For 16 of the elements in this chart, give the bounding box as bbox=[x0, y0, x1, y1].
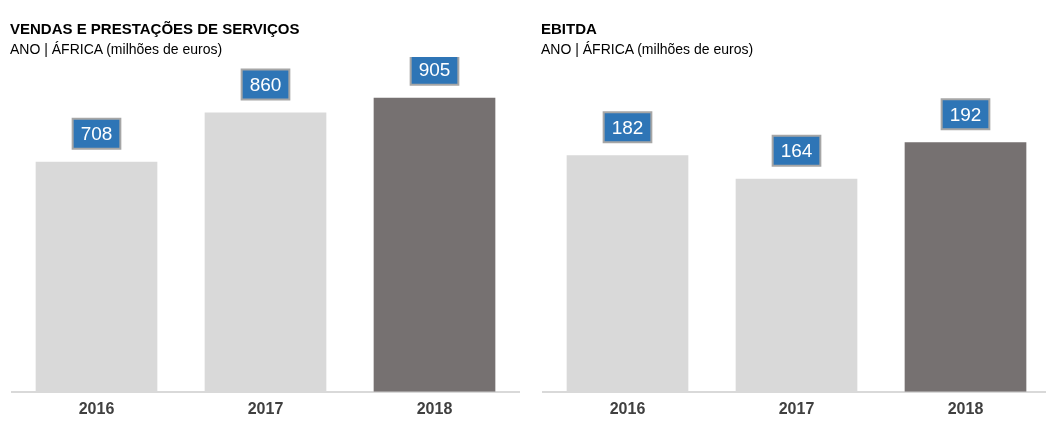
chart-subtitle: ANO | ÁFRICA (milhões de euros) bbox=[10, 41, 224, 57]
x-tick-label: 2017 bbox=[247, 399, 284, 417]
data-label: 708 bbox=[80, 123, 113, 145]
x-tick-label: 2016 bbox=[609, 399, 646, 417]
x-tick-label: 2018 bbox=[947, 399, 984, 417]
data-label: 192 bbox=[949, 103, 982, 125]
chart-title: VENDAS E PRESTAÇÕES DE SERVIÇOS bbox=[10, 20, 301, 37]
chart-title: EBITDA bbox=[541, 20, 598, 37]
data-label: 164 bbox=[780, 139, 813, 161]
x-tick-label: 2018 bbox=[416, 399, 453, 417]
data-label: 860 bbox=[249, 73, 282, 95]
data-label: 182 bbox=[611, 116, 644, 138]
x-tick-label: 2016 bbox=[78, 399, 115, 417]
chart-subtitle: ANO | ÁFRICA (milhões de euros) bbox=[541, 41, 755, 57]
data-label: 905 bbox=[418, 59, 451, 81]
x-tick-label: 2017 bbox=[778, 399, 815, 417]
